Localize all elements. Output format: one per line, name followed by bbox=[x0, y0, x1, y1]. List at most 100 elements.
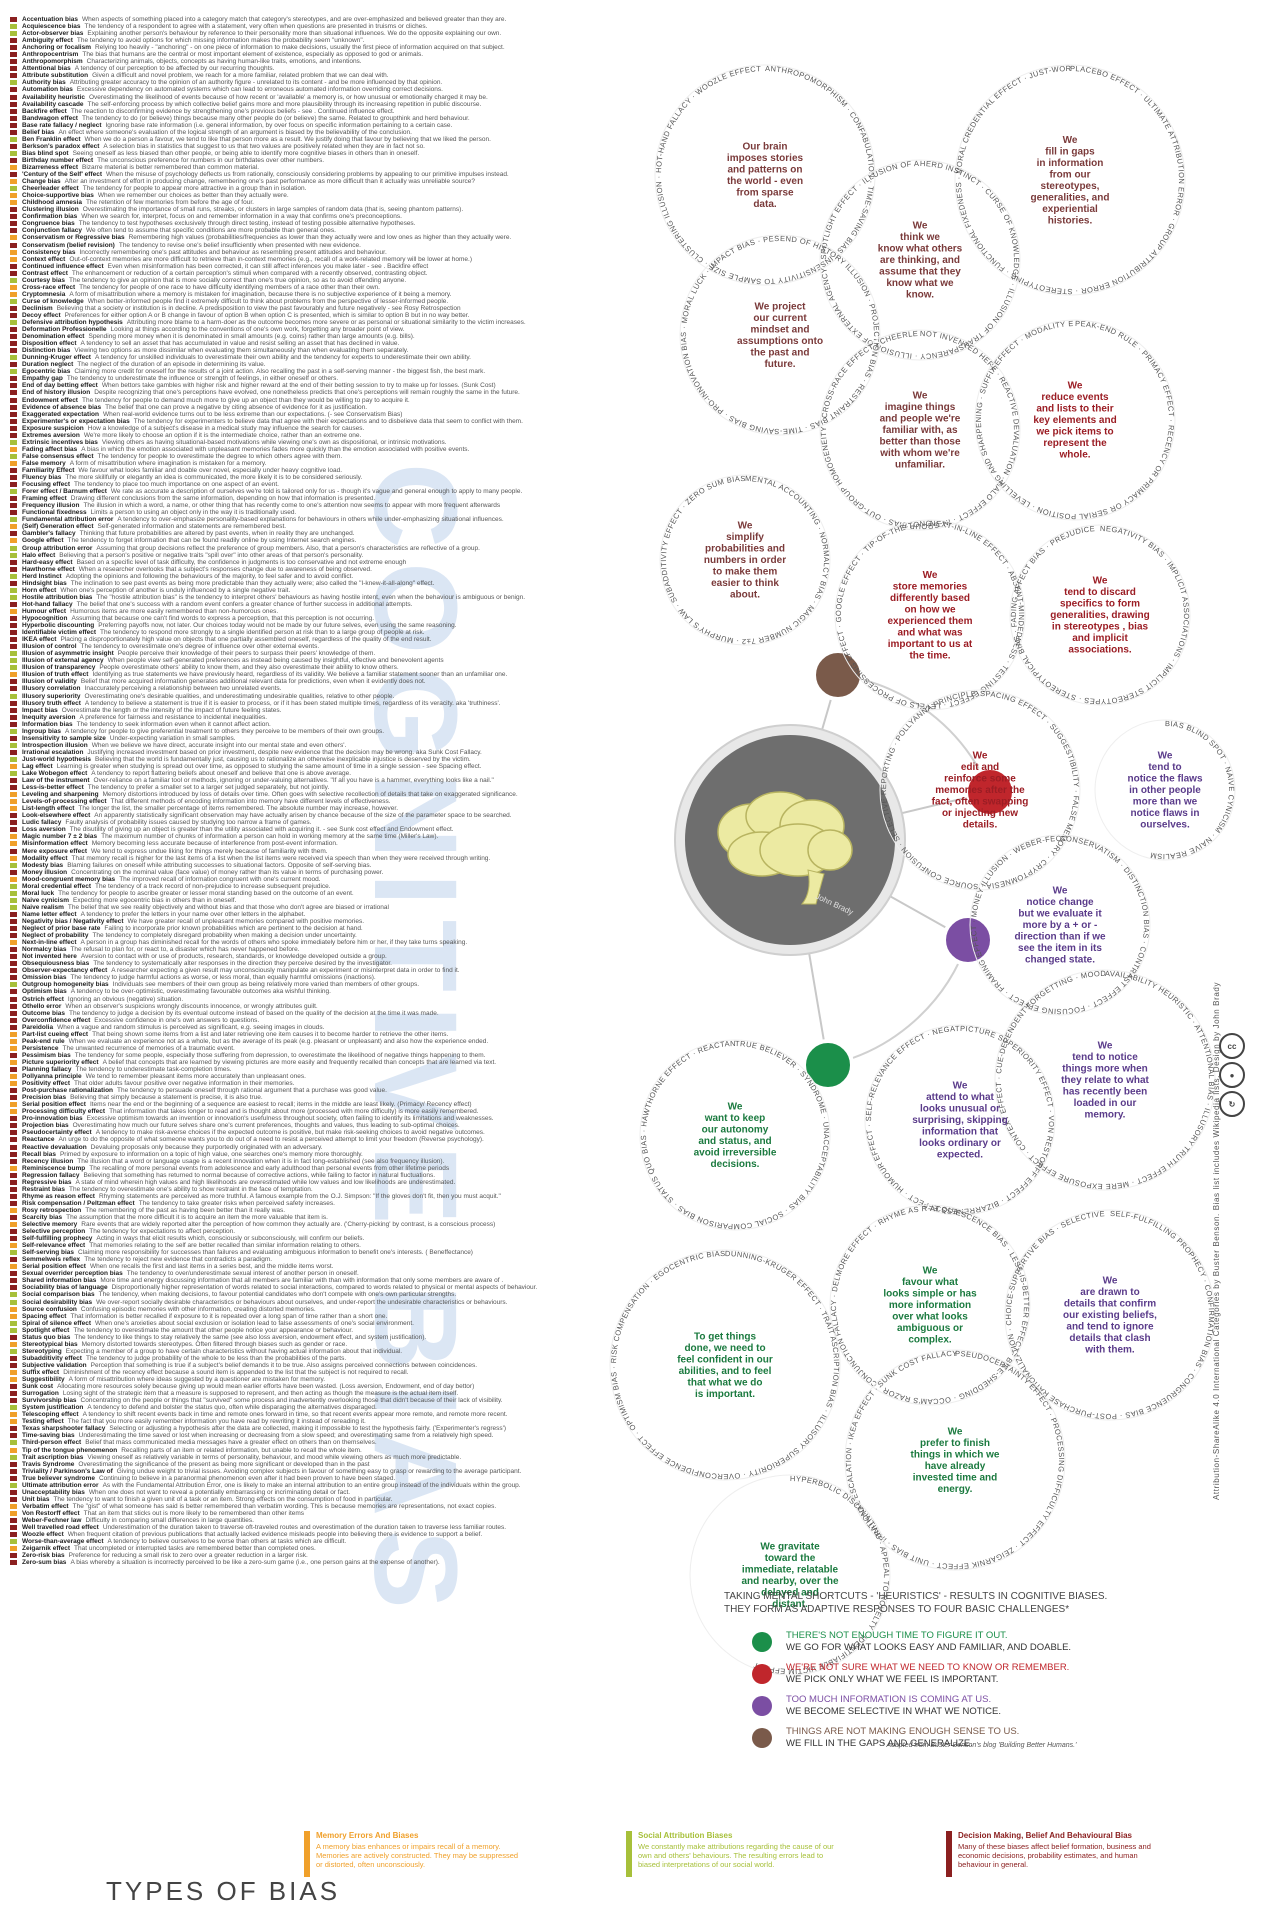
cluster-center-line: in stereotypes , bias bbox=[1052, 622, 1149, 633]
cluster-center-line: toward the bbox=[765, 1553, 816, 1564]
cluster-outline bbox=[819, 159, 1021, 361]
cluster-center-line: We bbox=[973, 751, 988, 762]
cluster-center-line: or injecting new bbox=[942, 808, 1018, 819]
bias-list-item: Well travelled road effect Underestimatio… bbox=[10, 1524, 700, 1531]
bias-type-swatch bbox=[10, 277, 17, 283]
bias-type-swatch bbox=[10, 136, 17, 142]
bias-list-item: Courtesy bias The tendency to give an opi… bbox=[10, 277, 700, 284]
connector-arc bbox=[827, 939, 969, 1066]
bias-list-item: Base rate fallacy / neglect Ignoring base… bbox=[10, 122, 700, 129]
bias-type-swatch bbox=[10, 862, 17, 868]
cluster-center-line: think we bbox=[900, 232, 940, 243]
bias-type-swatch bbox=[10, 559, 17, 565]
bias-list-item: (Self) Generation effect Self-generated i… bbox=[10, 523, 700, 530]
bias-list-item: Conservatism or Regressive bias Rememberi… bbox=[10, 234, 700, 241]
bias-list-item: Surrogation Losing sight of the strategic… bbox=[10, 1390, 700, 1397]
green-category-dot bbox=[802, 1039, 854, 1091]
bias-type-swatch bbox=[10, 911, 17, 917]
cluster-center-line: We bbox=[923, 1266, 938, 1277]
bias-type-swatch bbox=[10, 1546, 17, 1552]
bias-list-item: Pseudocertainty effect A tendency to make… bbox=[10, 1129, 700, 1136]
bias-list-item: Spotlight effect The tendency to overesti… bbox=[10, 1327, 700, 1334]
bias-type-swatch bbox=[10, 834, 17, 840]
ring-label-text: ACQUIESCENCE BIAS · LESS-IS-BETTER EFFEC… bbox=[0, 0, 1031, 1406]
red-dot-icon bbox=[752, 1664, 772, 1684]
bias-type-swatch bbox=[10, 263, 17, 269]
bias-list-item: Von Restorff effect That an item that sti… bbox=[10, 1510, 700, 1517]
bias-type-swatch bbox=[10, 207, 17, 213]
bias-list-item: Introspection illusion When we believe we… bbox=[10, 742, 700, 749]
bias-list-item: Texas sharpshooter fallacy Selecting or a… bbox=[10, 1425, 700, 1432]
bias-list-item: Survivorship bias Concentrating on the pe… bbox=[10, 1397, 700, 1404]
cluster-center-line: data. bbox=[753, 199, 777, 210]
cluster-center-line: associations. bbox=[1068, 645, 1132, 656]
bias-list-item: Illusion of asymmetric insight People per… bbox=[10, 650, 700, 657]
type-memory: Memory Errors And Biases A memory bias en… bbox=[304, 1831, 524, 1877]
cluster-center-line: they relate to what bbox=[1061, 1075, 1149, 1086]
cluster-outline bbox=[609, 1249, 841, 1481]
bias-list-item: Illusion of truth effect Identifying as t… bbox=[10, 671, 700, 678]
bias-list-item: Omission bias The tendency to judge harmf… bbox=[10, 974, 700, 981]
bias-list-item: Hard-easy effect Based on a specific leve… bbox=[10, 559, 700, 566]
bias-type-swatch bbox=[10, 1250, 17, 1256]
cluster-center-line: delayed and bbox=[761, 1587, 819, 1598]
cluster-outline bbox=[1009, 524, 1191, 706]
bias-type-swatch bbox=[10, 1517, 17, 1523]
bias-list-item: Confirmation bias When we search for, int… bbox=[10, 213, 700, 220]
cluster-center-line: tend to notice bbox=[1072, 1052, 1138, 1063]
bias-type-swatch bbox=[10, 1165, 17, 1171]
cluster-center-line: avoid irreversible bbox=[694, 1147, 777, 1158]
cluster-center-line: the past and bbox=[751, 347, 810, 358]
cluster-outline bbox=[954, 64, 1186, 296]
bias-list-item: Zero-sum bias A bias whereby a situation … bbox=[10, 1559, 700, 1566]
bias-list-item: Berkson's paradox effect A selection bias… bbox=[10, 143, 700, 150]
cluster-center-line: familiar with, as bbox=[882, 425, 957, 436]
bias-type-swatch bbox=[10, 778, 17, 784]
bias-list-item: Tip of the tongue phenomenon Recalling pa… bbox=[10, 1447, 700, 1454]
cluster-center-line: and implicit bbox=[1072, 633, 1128, 644]
bias-type-swatch bbox=[10, 714, 17, 720]
ring-label-text: PLACEBO EFFECT · ULTIMATE ATTRIBUTION ER… bbox=[0, 0, 1186, 296]
bias-list-item: Naive realism The belief that we see real… bbox=[10, 904, 700, 911]
cluster-center-line: memory. bbox=[1085, 1110, 1126, 1121]
bias-type-swatch bbox=[10, 1031, 17, 1037]
bias-type-swatch bbox=[10, 573, 17, 579]
bias-type-swatch bbox=[10, 1489, 17, 1495]
bias-type-swatch bbox=[10, 404, 17, 410]
bias-list-item: Decoy effect Preferences for either optio… bbox=[10, 312, 700, 319]
attribution-icon: ● bbox=[1219, 1062, 1245, 1088]
bias-type-swatch bbox=[10, 756, 17, 762]
cluster-center-line: experienced them bbox=[887, 616, 972, 627]
bias-list-item: Testing effect The fact that you more eas… bbox=[10, 1418, 700, 1425]
bias-list-item: Rhyme as reason effect Rhyming statements… bbox=[10, 1193, 700, 1200]
bias-type-swatch bbox=[10, 1433, 17, 1439]
cluster-center-line: the time. bbox=[909, 650, 950, 661]
cluster-center-line: assume that they bbox=[879, 267, 961, 278]
bias-list-item: Group attribution error Assuming that gro… bbox=[10, 545, 700, 552]
legend-response: We pick only what we feel is important. bbox=[786, 1674, 999, 1685]
cluster-center-line: imposes stories bbox=[727, 153, 804, 164]
connector-arc bbox=[837, 674, 991, 793]
bias-list-item: Consistency bias Incorrectly remembering … bbox=[10, 249, 700, 256]
bias-type-swatch bbox=[10, 1257, 17, 1263]
bias-list-item: Outcome bias The tendency to judge a deci… bbox=[10, 1010, 700, 1017]
bias-type-swatch bbox=[10, 1102, 17, 1108]
cluster-center-line: know. bbox=[906, 290, 934, 301]
ring-label-text: AVAILABILITY HEURISTIC · ATTENTIONAL BIA… bbox=[0, 0, 1216, 1191]
bias-list-item: False consensus effect The tendency for p… bbox=[10, 453, 700, 460]
bias-list-item: Illusion of validity Belief that more acq… bbox=[10, 678, 700, 685]
cluster-center-line: ourselves. bbox=[1140, 820, 1190, 831]
bias-list-item: Unacceptability bias When one does not wa… bbox=[10, 1489, 700, 1496]
bias-type-swatch bbox=[10, 1482, 17, 1488]
type-title: Memory Errors And Biases bbox=[316, 1831, 419, 1840]
bias-list-item: Disposition effect A tendency to sell an … bbox=[10, 340, 700, 347]
bias-list-item: Herd Instinct Adopting the opinions and f… bbox=[10, 573, 700, 580]
cluster-center-line: prefer to finish bbox=[920, 1438, 990, 1449]
cluster-center-line: from sparse bbox=[736, 187, 794, 198]
bias-type-swatch bbox=[10, 1560, 17, 1566]
cluster-center-line: things more when bbox=[1062, 1064, 1148, 1075]
bias-type-swatch bbox=[10, 482, 17, 488]
cluster-center-line: We project bbox=[755, 301, 807, 312]
cluster-center-line: with whom we're bbox=[879, 448, 960, 459]
